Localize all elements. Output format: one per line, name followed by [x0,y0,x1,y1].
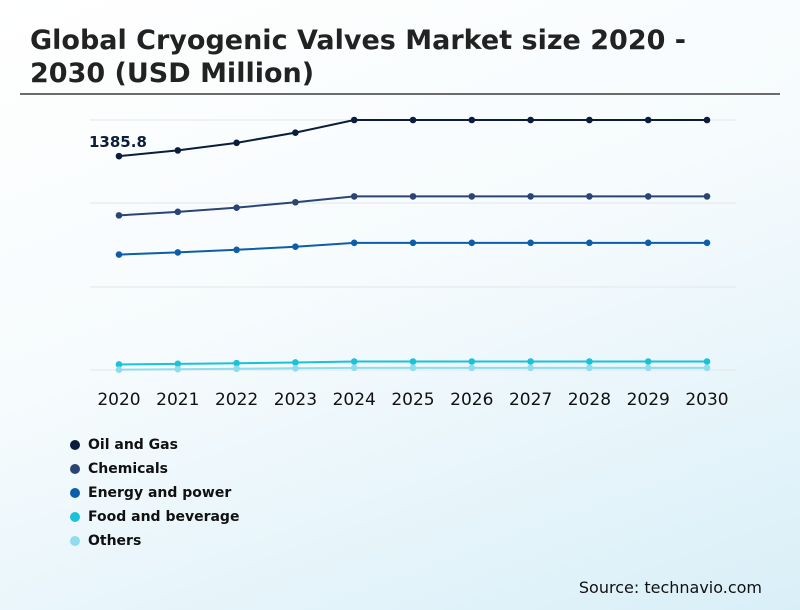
chart-legend: Oil and Gas Chemicals Energy and power Food… [70,433,239,553]
legend-marker-icon [70,440,80,450]
data-point-s4-2 [233,365,240,373]
source-text: Source: technavio.com [578,578,762,597]
data-point-s1-7 [527,193,534,200]
data-point-s0-8 [586,116,593,124]
legend-item-0: Oil and Gas [70,433,239,457]
data-point-s4-6 [468,364,476,372]
x-tick-label-8: 2028 [568,390,611,410]
data-point-s0-0 [115,152,123,160]
legend-label: Energy and power [88,485,232,501]
x-tick-label-9: 2029 [627,390,670,410]
data-point-s0-2 [233,139,240,147]
data-point-s0-9 [644,116,652,124]
legend-label: Others [88,533,142,549]
x-tick-label-0: 2020 [97,390,140,410]
legend-label: Chemicals [88,461,169,477]
x-tick-label-1: 2021 [156,390,199,410]
line-chart: 2020 2021 2022 2023 2024 2025 2026 2027 2028 2029… [89,116,736,410]
x-tick-label-7: 2027 [509,390,552,410]
data-point-s1-8 [586,193,593,200]
x-tick-label-5: 2025 [391,390,434,410]
data-point-s1-3 [292,198,299,206]
data-point-s0-10 [703,116,711,124]
data-point-s2-7 [527,239,534,247]
data-point-s3-6 [468,358,476,365]
legend-label: Oil and Gas [88,437,178,453]
data-point-s1-6 [468,193,476,200]
legend-item-3: Food and beverage [70,505,239,529]
data-point-s2-4 [350,239,358,247]
data-point-s3-0 [115,361,123,368]
chart-title: Global Cryogenic Valves Market size 2020… [30,25,687,89]
x-tick-label-2: 2022 [215,390,258,410]
title-divider [20,93,780,95]
data-point-s2-3 [292,243,299,250]
data-point-s1-2 [233,204,240,211]
data-point-s0-4 [350,116,358,124]
x-tick-label-3: 2023 [274,390,317,410]
x-tick-label-6: 2026 [450,390,493,410]
data-point-s3-10 [703,358,711,365]
data-point-s0-1 [174,147,182,154]
data-point-s1-0 [115,212,123,219]
data-point-s1-4 [350,193,358,200]
data-point-s4-7 [527,364,534,372]
legend-label: Food and beverage [88,509,240,525]
data-point-s3-3 [292,359,299,366]
data-point-s3-4 [350,358,358,365]
data-point-s4-0 [115,366,123,373]
data-point-s4-9 [644,364,652,372]
legend-marker-icon [70,512,80,522]
data-point-s1-9 [644,193,652,200]
data-point-s3-2 [233,359,240,367]
data-point-s0-3 [292,129,299,136]
data-point-s2-10 [703,239,711,247]
data-point-s3-8 [586,358,593,365]
data-point-s2-2 [233,246,240,254]
data-point-s0-7 [527,116,534,124]
x-tick-label-4: 2024 [333,390,376,410]
data-point-s1-10 [703,193,711,200]
legend-marker-icon [70,464,80,474]
data-point-s2-8 [586,239,593,247]
data-point-s2-5 [409,239,417,247]
series-line-0 [118,119,707,158]
data-point-s4-10 [703,364,711,372]
legend-item-2: Energy and power [70,481,239,505]
data-point-s3-9 [644,358,652,365]
data-point-s0-6 [468,116,476,124]
data-point-s4-8 [586,364,593,372]
legend-marker-icon [70,536,80,546]
data-point-s0-5 [409,116,417,124]
legend-item-4: Others [70,529,239,553]
data-point-s4-3 [292,365,299,372]
data-label-0: 1385.8 [89,133,147,151]
data-point-s3-5 [409,358,417,365]
x-tick-label-10: 2030 [685,390,728,410]
data-point-s2-1 [174,249,182,256]
legend-marker-icon [70,488,80,498]
data-point-s4-4 [350,364,358,372]
data-point-s4-1 [174,365,182,373]
data-point-s1-5 [409,193,417,200]
data-point-s2-0 [115,251,123,258]
data-point-s2-9 [644,239,652,247]
data-point-s3-7 [527,358,534,365]
data-point-s1-1 [174,208,182,216]
data-point-s2-6 [468,239,476,247]
data-point-s4-5 [409,364,417,372]
legend-item-1: Chemicals [70,457,239,481]
data-point-s3-1 [174,360,182,368]
